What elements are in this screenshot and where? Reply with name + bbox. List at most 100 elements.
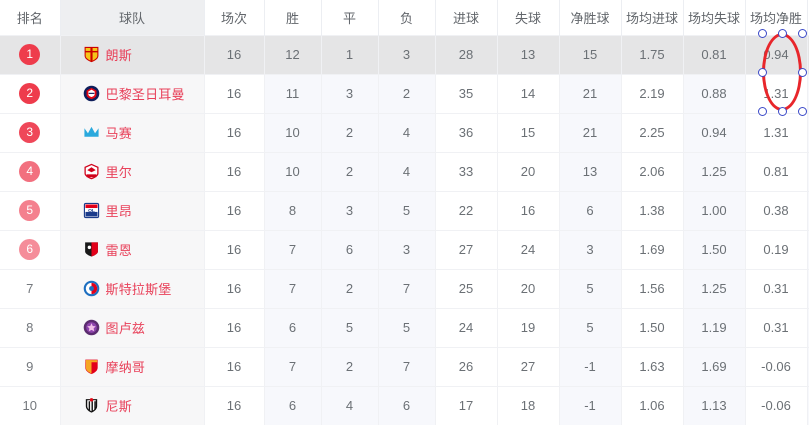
team-cell[interactable]: 里尔: [60, 151, 205, 191]
team-name[interactable]: 摩纳哥: [105, 360, 146, 375]
column-header-win[interactable]: 胜: [264, 0, 322, 35]
avg-goals-against-cell: 0.81: [683, 34, 746, 74]
column-header-goal-diff[interactable]: 净胜球: [559, 0, 622, 35]
win-cell: 10: [264, 112, 322, 152]
rank-cell: 4: [0, 151, 61, 191]
points-cell: 27: [807, 229, 809, 269]
goal-diff-cell: 6: [559, 190, 622, 230]
rank-number: 10: [22, 398, 37, 414]
goals-against-cell: 20: [497, 268, 560, 308]
column-header-played[interactable]: 场次: [204, 0, 265, 35]
team-name[interactable]: 巴黎圣日耳曼: [105, 87, 185, 102]
column-header-loss[interactable]: 负: [378, 0, 436, 35]
avg-goal-diff-cell: -0.06: [745, 346, 808, 386]
played-cell: 16: [204, 34, 265, 74]
handle-bottom-center[interactable]: [777, 106, 787, 116]
team-wrapper: 朗斯: [61, 45, 204, 64]
rank-badge: 3: [19, 122, 41, 143]
handle-bottom-right[interactable]: [797, 106, 807, 116]
rank-badge: 5: [19, 200, 41, 221]
points-cell: 23: [807, 307, 809, 347]
handle-top-center[interactable]: [777, 28, 787, 38]
goals-for-cell: 33: [435, 151, 498, 191]
win-cell: 6: [264, 385, 322, 425]
team-name[interactable]: 里昂: [105, 204, 132, 219]
team-wrapper: 尼斯: [61, 396, 204, 415]
avg-goals-for-cell: 2.06: [621, 151, 684, 191]
avg-goals-against-cell: 1.50: [683, 229, 746, 269]
avg-goals-for-cell: 1.56: [621, 268, 684, 308]
team-cell[interactable]: 斯特拉斯堡: [60, 268, 205, 308]
column-header-goals-against[interactable]: 失球: [497, 0, 560, 35]
played-cell: 16: [204, 346, 265, 386]
draw-cell: 3: [321, 190, 379, 230]
played-cell: 16: [204, 229, 265, 269]
team-name[interactable]: 尼斯: [105, 399, 132, 415]
rank-cell: 10: [0, 385, 61, 425]
team-cell[interactable]: OL 里昂: [60, 190, 205, 230]
goals-against-cell: 20: [497, 151, 560, 191]
team-name[interactable]: 斯特拉斯堡: [105, 282, 172, 297]
column-header-rank[interactable]: 排名: [0, 0, 61, 35]
team-cell[interactable]: 图卢兹: [60, 307, 205, 347]
goals-for-cell: 27: [435, 229, 498, 269]
marseille-logo: [83, 124, 100, 141]
goals-against-cell: 18: [497, 385, 560, 425]
team-cell[interactable]: 巴黎圣日耳曼: [60, 73, 205, 113]
points-cell: 37: [807, 34, 809, 74]
goals-against-cell: 24: [497, 229, 560, 269]
draw-cell: 5: [321, 307, 379, 347]
nice-logo: [83, 397, 100, 414]
goal-diff-cell: 5: [559, 307, 622, 347]
column-header-points[interactable]: 积分: [807, 0, 809, 35]
team-cell[interactable]: 尼斯: [60, 385, 205, 425]
loss-cell: 6: [378, 385, 436, 425]
rank-cell: 5: [0, 190, 61, 230]
column-header-avg-goal-diff[interactable]: 场均净胜: [745, 0, 808, 35]
goals-against-cell: 14: [497, 73, 560, 113]
goal-diff-cell: 21: [559, 73, 622, 113]
rank-cell: 3: [0, 112, 61, 152]
team-name[interactable]: 雷恩: [105, 243, 132, 258]
team-cell[interactable]: 朗斯: [60, 34, 205, 74]
team-name[interactable]: 里尔: [105, 165, 132, 180]
goals-for-cell: 25: [435, 268, 498, 308]
avg-goals-against-cell: 1.25: [683, 151, 746, 191]
loss-cell: 2: [378, 73, 436, 113]
monaco-logo: [83, 358, 100, 375]
team-cell[interactable]: 雷恩: [60, 229, 205, 269]
handle-middle-right[interactable]: [797, 67, 807, 77]
played-cell: 16: [204, 268, 265, 308]
team-wrapper: 雷恩: [61, 240, 204, 259]
team-cell[interactable]: 马赛: [60, 112, 205, 152]
avg-goal-diff-cell: 1.31: [745, 73, 808, 113]
handle-top-right[interactable]: [797, 28, 807, 38]
handle-top-left[interactable]: [757, 28, 767, 38]
lens-logo: [83, 46, 100, 63]
team-cell[interactable]: 摩纳哥: [60, 346, 205, 386]
column-header-avg-goals-for[interactable]: 场均进球: [621, 0, 684, 35]
played-cell: 16: [204, 190, 265, 230]
handle-middle-left[interactable]: [757, 67, 767, 77]
goals-against-cell: 16: [497, 190, 560, 230]
column-header-goals-for[interactable]: 进球: [435, 0, 498, 35]
column-header-avg-goals-against[interactable]: 场均失球: [683, 0, 746, 35]
team-name[interactable]: 朗斯: [105, 48, 132, 63]
column-header-draw[interactable]: 平: [321, 0, 379, 35]
team-wrapper: 摩纳哥: [61, 357, 204, 376]
team-name[interactable]: 图卢兹: [105, 321, 146, 336]
column-header-team[interactable]: 球队: [60, 0, 205, 35]
team-name[interactable]: 马赛: [105, 126, 132, 141]
handle-bottom-left[interactable]: [757, 106, 767, 116]
